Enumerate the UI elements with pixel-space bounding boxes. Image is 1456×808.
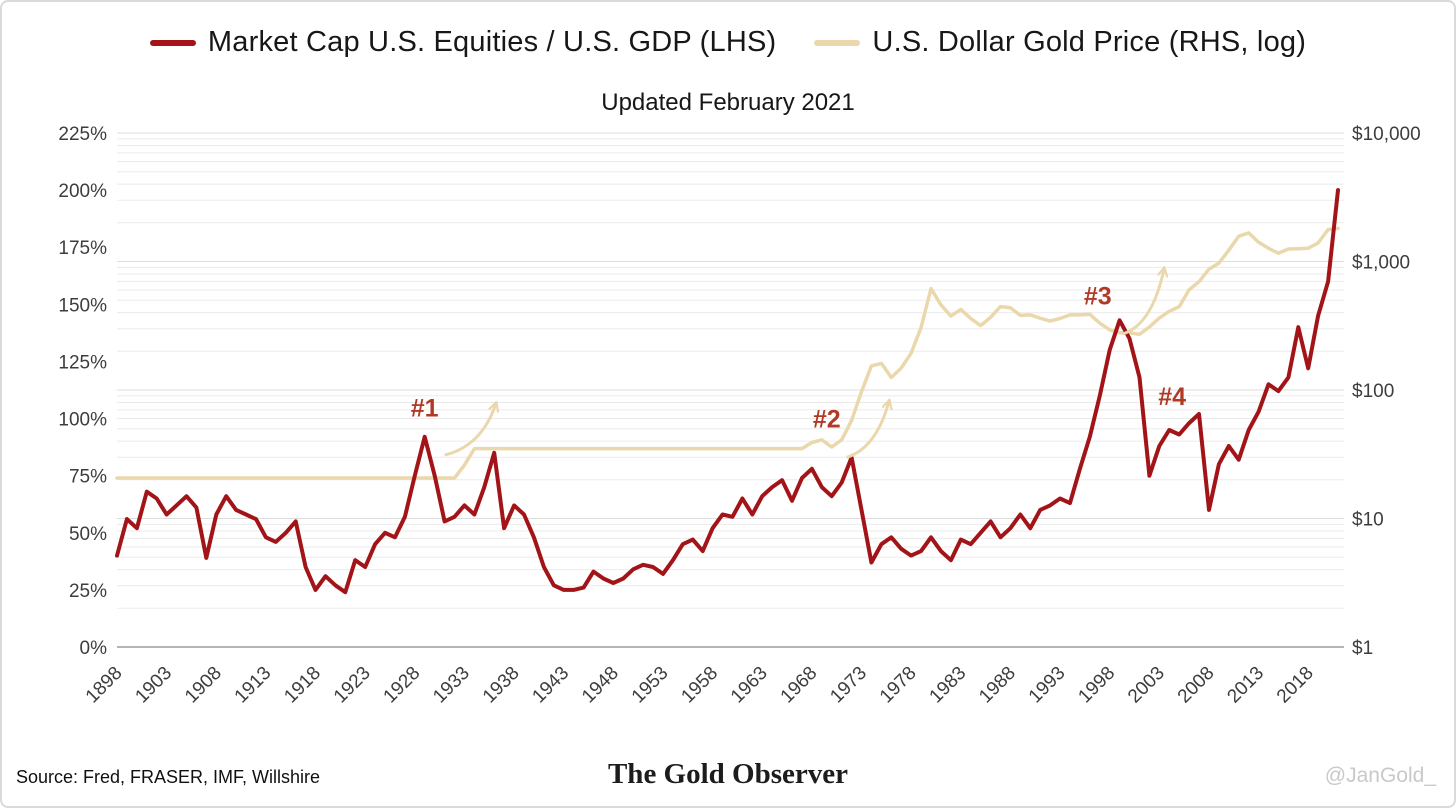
x-axis-tick-label: 1918 [280, 663, 325, 708]
left-axis-tick-label: 125% [58, 352, 107, 373]
right-axis-tick-label: $1 [1352, 638, 1373, 659]
annotations: #1 #2 #3 #4 [411, 268, 1186, 459]
x-axis-tick-label: 1973 [826, 663, 871, 708]
source-note: Source: Fred, FRASER, IMF, Willshire [16, 767, 321, 787]
annotation-label: #1 [411, 394, 439, 422]
x-axis-tick-label: 2018 [1273, 663, 1318, 708]
x-axis-tick-label: 1948 [578, 663, 623, 708]
annotation-label: #4 [1158, 383, 1186, 411]
x-axis-tick-label: 1993 [1025, 663, 1070, 708]
author-handle: @JanGold_ [1324, 764, 1436, 787]
right-axis-tick-label: $1,000 [1352, 253, 1410, 274]
chart-canvas: 0% 25% 50% 75% 100% 125% 150% 175% 200% 225% $1 $10… [58, 124, 1420, 707]
x-axis-tick-label: 1898 [82, 663, 127, 708]
annotation-arrow [444, 403, 497, 457]
x-axis-tick-label: 1938 [479, 663, 524, 708]
x-axis-tick-label: 1988 [975, 663, 1020, 708]
x-axis-tick-label: 2003 [1124, 663, 1169, 708]
x-axis-tick-label: 1943 [528, 663, 573, 708]
x-axis-tick-label: 1978 [876, 663, 921, 708]
x-axis-tick-label: 1998 [1074, 663, 1119, 708]
x-axis-tick-label: 1958 [677, 663, 722, 708]
equities-gdp-line [115, 188, 1340, 595]
annotation-arrow [846, 400, 890, 459]
left-axis-tick-label: 225% [58, 124, 107, 145]
x-axis-tick-label: 1903 [131, 663, 176, 708]
x-axis-tick-label: 1908 [181, 663, 226, 708]
annotation-label: #3 [1084, 282, 1112, 310]
x-axis-tick-label: 1963 [727, 663, 772, 708]
right-axis-tick-label: $10,000 [1352, 124, 1421, 145]
left-axis-tick-label: 25% [69, 581, 107, 602]
x-axis-tick-label: 1923 [330, 663, 375, 708]
x-axis-tick-label: 1913 [231, 663, 276, 708]
annotation-arrow [1122, 268, 1165, 336]
x-axis-tick-label: 1968 [777, 663, 822, 708]
x-axis-tick-label: 1933 [429, 663, 474, 708]
x-axis-tick-label: 2013 [1223, 663, 1268, 708]
equities-line-swatch [149, 39, 196, 46]
gold-legend-label: U.S. Dollar Gold Price (RHS, log) [872, 26, 1307, 58]
series-lines [115, 188, 1340, 595]
equities-legend-label: Market Cap U.S. Equities / U.S. GDP (LHS… [207, 26, 777, 58]
axis-labels: 0% 25% 50% 75% 100% 125% 150% 175% 200% 225% $1 $10… [58, 124, 1420, 707]
x-axis-tick-label: 1983 [926, 663, 971, 708]
legend-item-equities: Market Cap U.S. Equities / U.S. GDP (LHS… [149, 26, 777, 59]
left-axis-tick-label: 75% [69, 467, 107, 488]
left-axis-tick-label: 200% [58, 181, 107, 202]
brand-title: The Gold Observer [607, 758, 849, 790]
x-axis-tick-label: 2008 [1174, 663, 1219, 708]
chart-subtitle: Updated February 2021 [601, 89, 855, 116]
right-axis-tick-label: $10 [1352, 510, 1384, 531]
legend-item-gold: U.S. Dollar Gold Price (RHS, log) [814, 26, 1306, 59]
left-axis-tick-label: 0% [80, 638, 108, 659]
legend: Market Cap U.S. Equities / U.S. GDP (LHS… [2, 26, 1454, 59]
left-axis-tick-label: 150% [58, 295, 107, 316]
left-axis-tick-label: 175% [58, 238, 107, 259]
right-axis-tick-label: $100 [1352, 381, 1394, 402]
x-axis-tick-label: 1928 [380, 663, 425, 708]
annotation-label: #2 [813, 406, 841, 434]
left-axis-tick-label: 50% [69, 524, 107, 545]
x-axis-tick-label: 1953 [628, 663, 673, 708]
gold-price-line [115, 226, 1340, 480]
gridlines [117, 132, 1344, 648]
left-axis-tick-label: 100% [58, 410, 107, 431]
gold-line-swatch [814, 39, 861, 46]
